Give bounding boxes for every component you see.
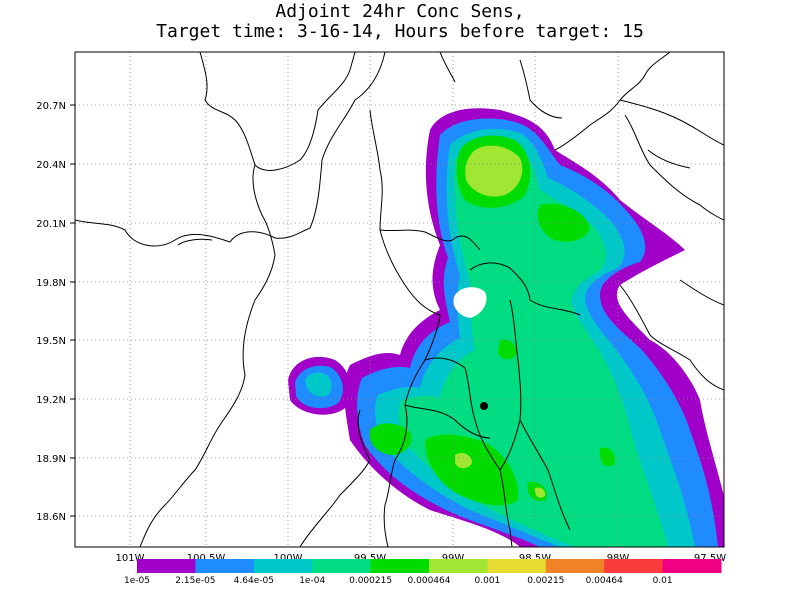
colorbar-label: 4.64e-05 [233, 576, 274, 586]
y-tick-label: 20.7N [36, 101, 66, 112]
x-tick-label: 99.5W [354, 553, 386, 564]
y-tick-label: 19.2N [36, 395, 66, 406]
y-axis: 20.7N 20.4N 20.1N 19.8N 19.5N 19.2N 18.9… [36, 101, 75, 523]
x-tick-label: 98.5W [519, 553, 551, 564]
colorbar-swatch [545, 559, 605, 573]
colorbar [137, 559, 722, 573]
colorbar-label: 0.000215 [349, 576, 393, 586]
y-tick-label: 19.5N [36, 336, 66, 347]
colorbar-swatch [137, 559, 196, 573]
colorbar-label: 0.00464 [585, 576, 623, 586]
colorbar-label: 1e-05 [124, 576, 150, 586]
y-tick-label: 20.4N [36, 160, 66, 171]
colorbar-swatch [312, 559, 372, 573]
lat-lon-grid [75, 52, 724, 547]
colorbar-swatch [370, 559, 430, 573]
x-tick-label: 100W [274, 553, 303, 564]
colorbar-swatch [253, 559, 313, 573]
x-axis: 101W 100.5W 100W 99.5W 99W 98.5W 98W 97.… [116, 553, 727, 564]
contour-gap [453, 287, 487, 318]
x-tick-label: 101W [116, 553, 145, 564]
state-boundaries [75, 52, 724, 547]
title-line-1: Adjoint 24hr Conc Sens, [275, 1, 525, 22]
colorbar-swatch [195, 559, 255, 573]
y-tick-label: 18.9N [36, 454, 66, 465]
plot-frame [74, 51, 725, 548]
target-marker [480, 402, 488, 410]
contour-level-0.000464 [455, 145, 546, 498]
colorbar-swatch [487, 559, 547, 573]
colorbar-label: 0.01 [652, 576, 673, 586]
colorbar-label: 0.000464 [407, 576, 451, 586]
x-tick-label: 97.5W [694, 553, 726, 564]
x-tick-label: 98W [607, 553, 630, 564]
colorbar-label: 1e-04 [299, 576, 326, 586]
x-tick-label: 100.5W [187, 553, 226, 564]
title-line-2: Target time: 3-16-14, Hours before targe… [156, 21, 644, 42]
x-tick-label: 99W [442, 553, 465, 564]
colorbar-swatch [662, 559, 722, 573]
map-title: Adjoint 24hr Conc Sens, Target time: 3-1… [0, 2, 800, 42]
y-tick-label: 19.8N [36, 278, 66, 289]
y-tick-label: 18.6N [36, 512, 66, 523]
colorbar-label: 0.001 [474, 576, 501, 586]
map-plot-area [75, 52, 724, 547]
colorbar-swatch [604, 559, 664, 573]
colorbar-swatch [429, 559, 488, 573]
colorbar-label: 2.15e-05 [175, 576, 216, 586]
y-tick-label: 20.1N [36, 219, 66, 230]
colorbar-label: 0.00215 [527, 576, 565, 586]
